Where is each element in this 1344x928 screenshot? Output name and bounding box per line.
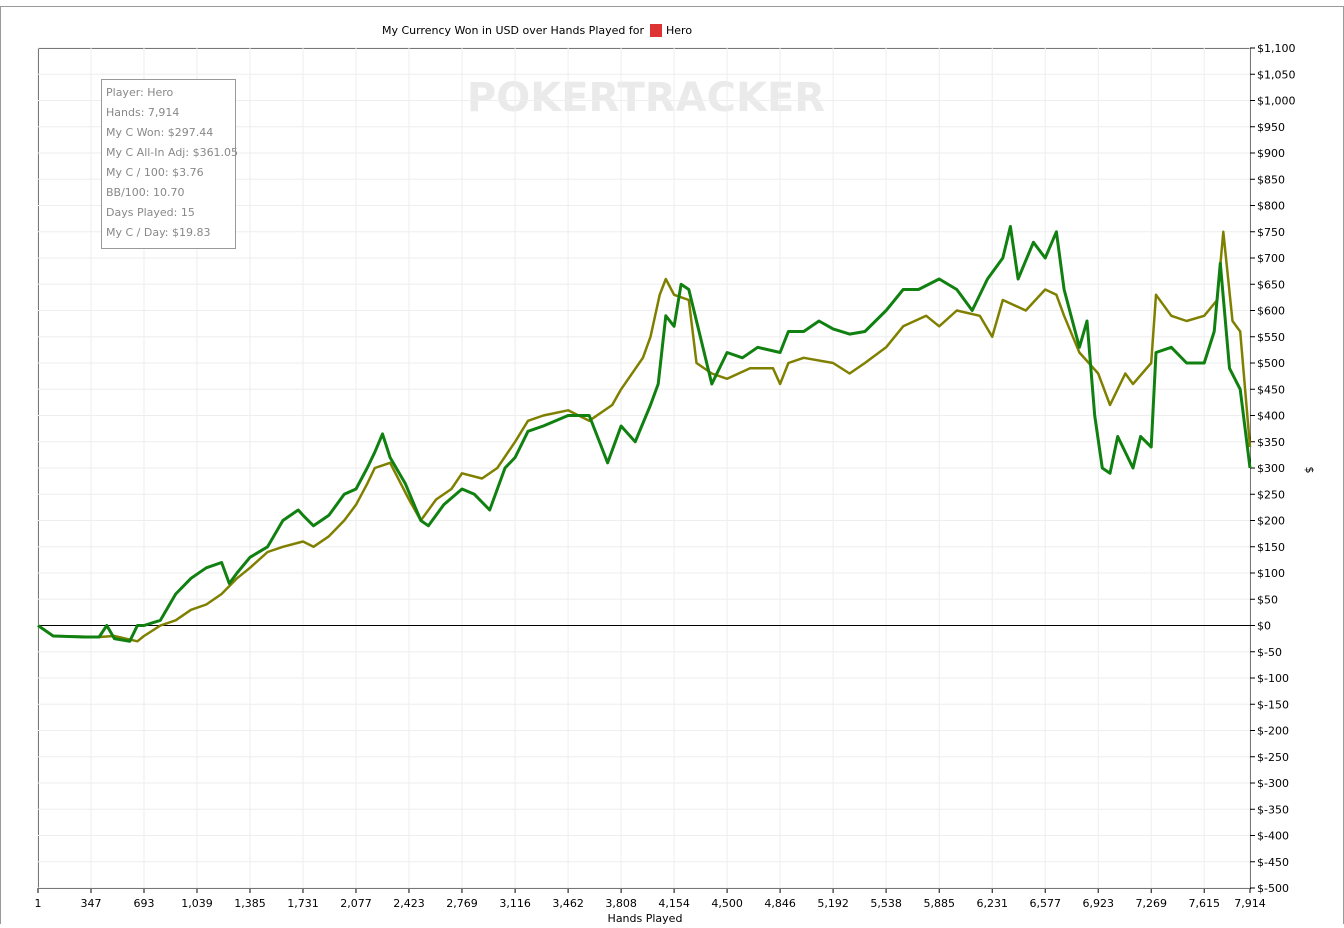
x-tick-label: 2,077 — [340, 897, 372, 910]
y-tick-label: $-300 — [1257, 777, 1289, 790]
x-tick-label: 6,923 — [1082, 897, 1114, 910]
y-tick-label: $800 — [1257, 200, 1285, 213]
stat-line: BB/100: 10.70 — [106, 186, 185, 199]
watermark: POKERTRACKER — [467, 75, 825, 121]
x-tick-label: 1,385 — [234, 897, 266, 910]
x-axis-label: Hands Played — [608, 912, 683, 924]
y-tick-label: $650 — [1257, 278, 1285, 291]
x-tick-label: 1 — [35, 897, 42, 910]
stat-line: My C / Day: $19.83 — [106, 226, 211, 239]
y-tick-label: $1,000 — [1257, 95, 1296, 108]
y-tick-label: $-500 — [1257, 882, 1289, 895]
x-tick-label: 3,116 — [499, 897, 531, 910]
y-tick-label: $750 — [1257, 226, 1285, 239]
stat-line: My C / 100: $3.76 — [106, 166, 204, 179]
y-tick-label: $-250 — [1257, 751, 1289, 764]
y-tick-label: $250 — [1257, 488, 1285, 501]
y-tick-label: $400 — [1257, 410, 1285, 423]
stat-line: Player: Hero — [106, 86, 174, 99]
x-tick-label: 2,423 — [393, 897, 425, 910]
x-tick-label: 7,615 — [1188, 897, 1220, 910]
y-tick-label: $350 — [1257, 436, 1285, 449]
x-tick-label: 5,538 — [870, 897, 902, 910]
y-tick-label: $900 — [1257, 147, 1285, 160]
y-tick-label: $50 — [1257, 593, 1278, 606]
y-tick-label: $1,100 — [1257, 42, 1296, 55]
chart-title: My Currency Won in USD over Hands Played… — [382, 24, 645, 37]
stat-line: My C Won: $297.44 — [106, 126, 213, 139]
grid: 1 347 693 1,039 1,385 1,731 2,077 2,423 2,769 3,1… — [35, 42, 1296, 910]
y-tick-label: $-100 — [1257, 672, 1289, 685]
x-tick-label: 4,154 — [658, 897, 690, 910]
y-tick-label: $-150 — [1257, 698, 1289, 711]
y-tick-label: $600 — [1257, 305, 1285, 318]
y-tick-label: $-350 — [1257, 803, 1289, 816]
y-tick-label: $-50 — [1257, 646, 1282, 659]
y-tick-label: $450 — [1257, 383, 1285, 396]
x-tick-label: 7,269 — [1135, 897, 1167, 910]
y-tick-label: $300 — [1257, 462, 1285, 475]
y-tick-label: $850 — [1257, 173, 1285, 186]
y-tick-label: $550 — [1257, 331, 1285, 344]
y-tick-label: $-200 — [1257, 725, 1289, 738]
x-tick-label: 5,192 — [817, 897, 849, 910]
x-tick-label: 1,731 — [287, 897, 319, 910]
x-tick-label: 6,577 — [1029, 897, 1061, 910]
y-tick-label: $100 — [1257, 567, 1285, 580]
player-icon — [650, 24, 662, 37]
x-tick-label: 3,462 — [552, 897, 584, 910]
y-tick-label: $-450 — [1257, 856, 1289, 869]
stats-box — [101, 79, 236, 249]
chart-title-player: Hero — [666, 24, 692, 37]
x-tick-label: 1,039 — [181, 897, 213, 910]
x-tick-label: 4,846 — [764, 897, 796, 910]
stats: Player: Hero Hands: 7,914 My C Won: $297.4… — [106, 86, 238, 239]
y-axis-label: $ — [1303, 467, 1316, 474]
y-tick-label: $700 — [1257, 252, 1285, 265]
x-tick-label: 4,500 — [711, 897, 743, 910]
x-tick-label: 7,914 — [1234, 897, 1266, 910]
x-tick-label: 6,231 — [976, 897, 1008, 910]
series-line — [37, 225, 1252, 643]
y-tick-label: $1,050 — [1257, 68, 1296, 81]
y-tick-label: $-400 — [1257, 830, 1289, 843]
stat-line: My C All-In Adj: $361.05 — [106, 146, 238, 159]
stat-line: Hands: 7,914 — [106, 106, 179, 119]
x-tick-label: 347 — [80, 897, 101, 910]
x-tick-label: 3,808 — [605, 897, 637, 910]
y-tick-label: $950 — [1257, 121, 1285, 134]
y-tick-label: $150 — [1257, 541, 1285, 554]
y-tick-label: $200 — [1257, 515, 1285, 528]
x-tick-label: 693 — [133, 897, 154, 910]
y-tick-label: $500 — [1257, 357, 1285, 370]
lines — [37, 225, 1252, 643]
x-tick-label: 2,769 — [446, 897, 478, 910]
y-tick-label: $0 — [1257, 620, 1271, 633]
x-tick-label: 5,885 — [923, 897, 955, 910]
stat-line: Days Played: 15 — [106, 206, 195, 219]
